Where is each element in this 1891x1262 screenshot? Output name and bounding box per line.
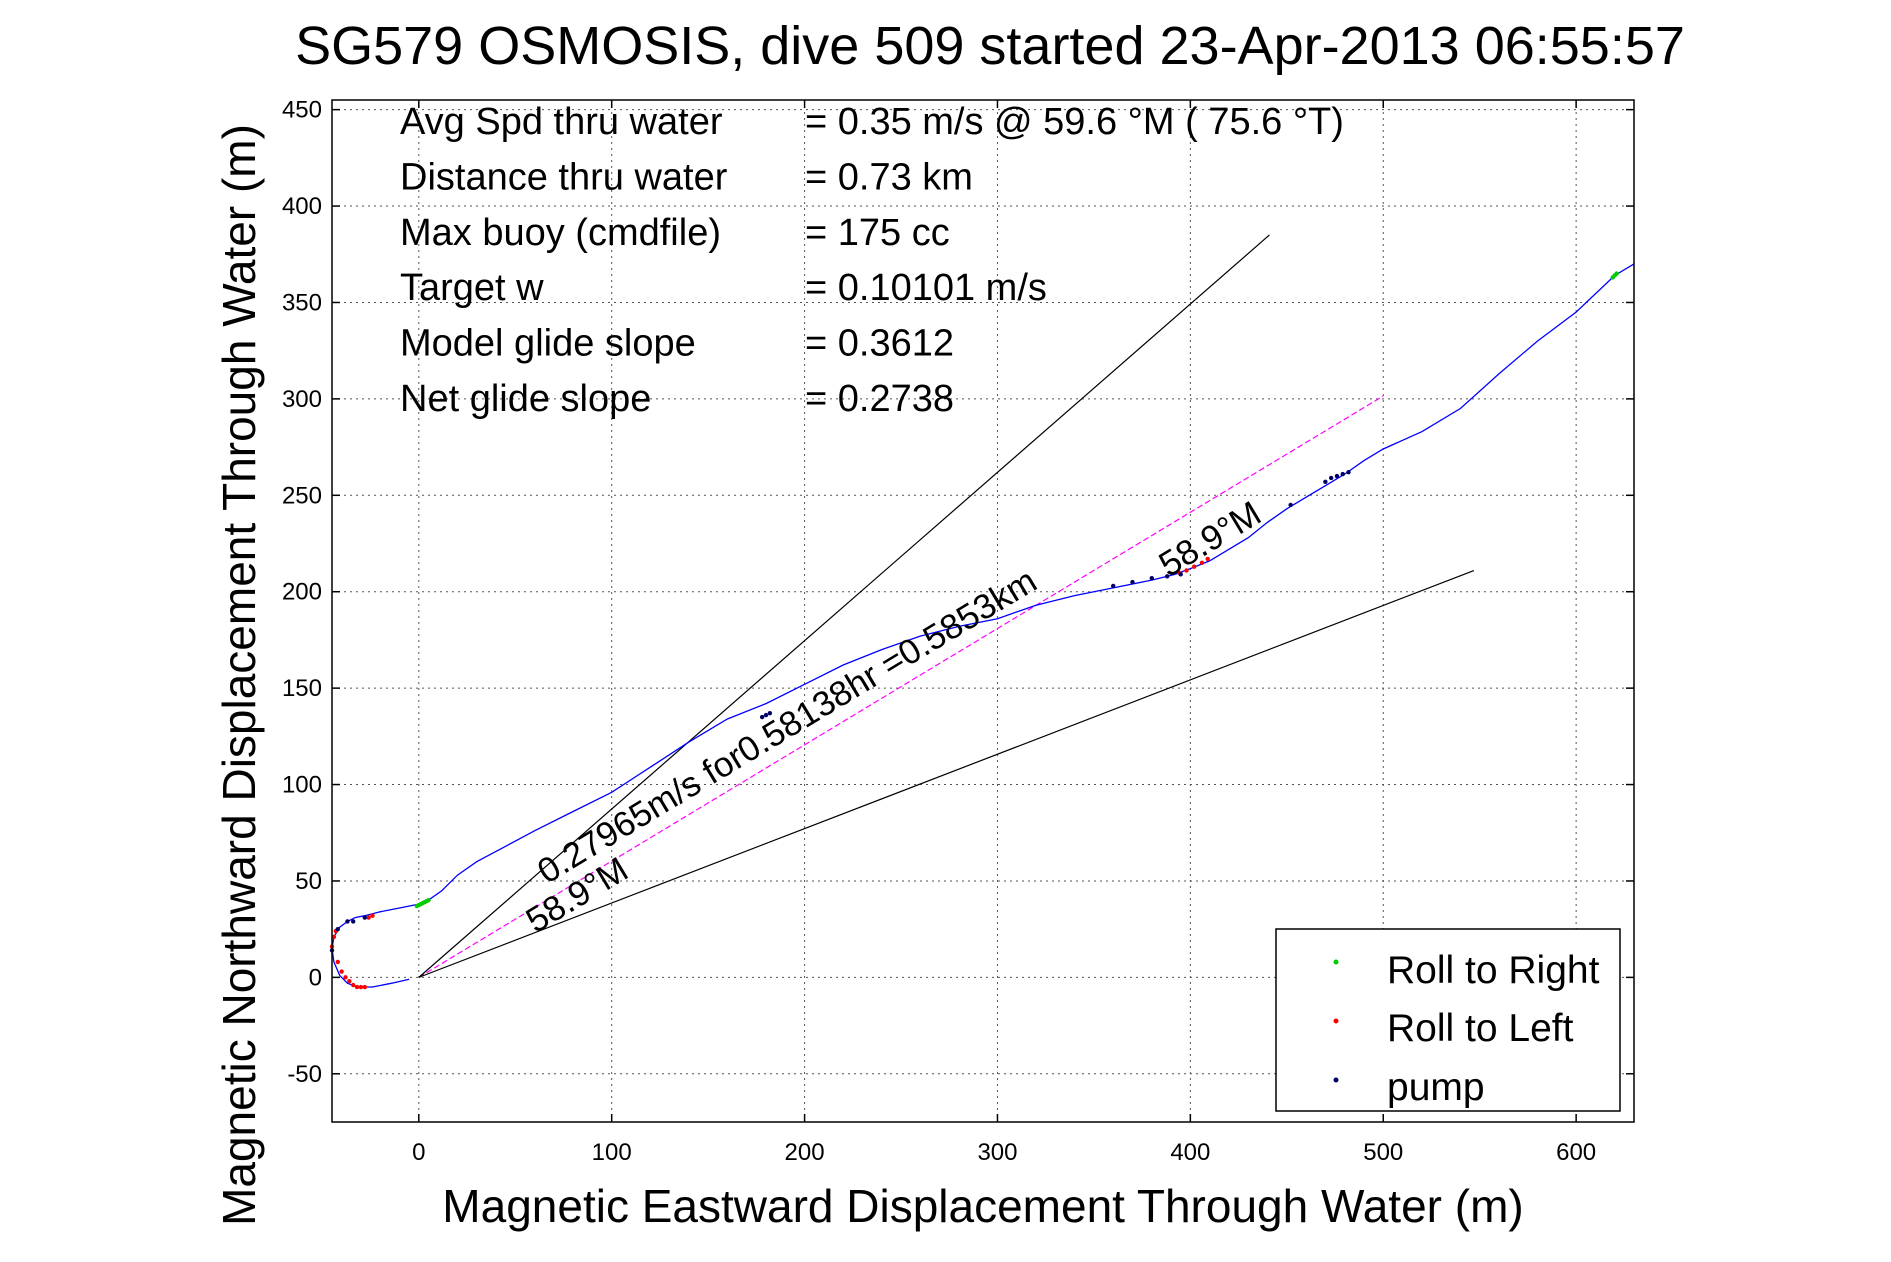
info-label: Distance thru water <box>400 156 728 198</box>
legend-marker-pump <box>1334 1078 1339 1083</box>
marker-point <box>343 975 347 979</box>
marker-point <box>1150 576 1154 580</box>
y-tick-label: 200 <box>282 579 322 606</box>
x-tick-label: 100 <box>592 1139 632 1166</box>
marker-point <box>1346 470 1350 474</box>
marker-point <box>1335 474 1339 478</box>
legend-marker-roll-right <box>1334 960 1339 965</box>
y-tick-label: 100 <box>282 772 322 799</box>
y-tick-label: 400 <box>282 193 322 220</box>
info-label: Max buoy (cmdfile) <box>400 212 721 254</box>
marker-point <box>339 969 343 973</box>
info-value: = 175 cc <box>805 212 950 254</box>
x-tick-label: 400 <box>1170 1139 1210 1166</box>
marker-point <box>336 927 340 931</box>
marker-point <box>363 985 367 989</box>
info-value: = 0.35 m/s @ 59.6 °M ( 75.6 °T) <box>805 101 1344 143</box>
y-tick-label: 250 <box>282 482 322 509</box>
x-tick-label: 500 <box>1363 1139 1403 1166</box>
y-tick-label: 350 <box>282 289 322 316</box>
y-tick-label: 0 <box>309 964 322 991</box>
info-label: Model glide slope <box>400 323 696 365</box>
info-label: Avg Spd thru water <box>400 101 723 143</box>
marker-point <box>336 960 340 964</box>
marker-point <box>359 985 363 989</box>
y-axis-label: Magnetic Northward Displacement Through … <box>213 124 265 1226</box>
marker-point <box>1323 480 1327 484</box>
y-tick-label: 50 <box>295 868 322 895</box>
chart: SG579 OSMOSIS, dive 509 started 23-Apr-2… <box>0 0 1891 1262</box>
y-tick-label: 150 <box>282 675 322 702</box>
y-tick-label: 450 <box>282 97 322 124</box>
legend: Roll to Right Roll to Left pump <box>1276 929 1620 1111</box>
legend-label-roll-left: Roll to Left <box>1387 1007 1574 1050</box>
marker-point <box>345 919 349 923</box>
info-value: = 0.10101 m/s <box>805 267 1047 309</box>
marker-point <box>347 979 351 983</box>
x-axis-label: Magnetic Eastward Displacement Through W… <box>442 1180 1523 1232</box>
marker-point <box>426 898 430 902</box>
y-tick-label: -50 <box>287 1061 322 1088</box>
x-tick-label: 200 <box>785 1139 825 1166</box>
info-value: = 0.73 km <box>805 156 973 198</box>
marker-point <box>1288 503 1292 507</box>
info-label: Net glide slope <box>400 378 651 420</box>
marker-point <box>1341 472 1345 476</box>
info-value: = 0.3612 <box>805 323 954 365</box>
marker-point <box>351 919 355 923</box>
x-tick-label: 600 <box>1556 1139 1596 1166</box>
marker-point <box>363 915 367 919</box>
marker-point <box>370 913 374 917</box>
marker-point <box>1111 584 1115 588</box>
marker-point <box>1130 580 1134 584</box>
x-tick-label: 0 <box>412 1139 425 1166</box>
legend-label-roll-right: Roll to Right <box>1387 949 1600 992</box>
marker-point <box>355 985 359 989</box>
chart-title: SG579 OSMOSIS, dive 509 started 23-Apr-2… <box>295 16 1685 76</box>
marker-point <box>1329 476 1333 480</box>
legend-label-pump: pump <box>1387 1066 1485 1109</box>
marker-point <box>366 915 370 919</box>
marker-point <box>351 983 355 987</box>
y-tick-label: 300 <box>282 386 322 413</box>
info-value: = 0.2738 <box>805 378 954 420</box>
info-label: Target w <box>400 267 544 309</box>
marker-point <box>1614 271 1618 275</box>
legend-marker-roll-left <box>1334 1019 1339 1024</box>
x-tick-label: 300 <box>977 1139 1017 1166</box>
